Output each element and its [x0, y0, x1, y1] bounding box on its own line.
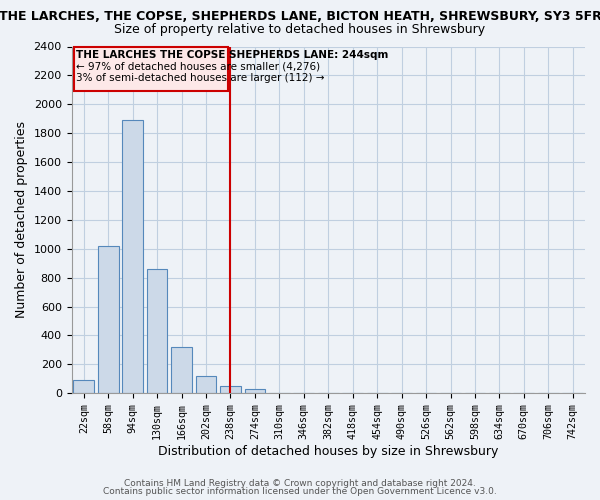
Text: Contains HM Land Registry data © Crown copyright and database right 2024.: Contains HM Land Registry data © Crown c…	[124, 478, 476, 488]
Text: Contains public sector information licensed under the Open Government Licence v3: Contains public sector information licen…	[103, 487, 497, 496]
Bar	[171, 347, 192, 393]
Bar	[147, 269, 167, 393]
Y-axis label: Number of detached properties: Number of detached properties	[15, 122, 28, 318]
Bar	[220, 386, 241, 393]
Bar	[73, 380, 94, 393]
X-axis label: Distribution of detached houses by size in Shrewsbury: Distribution of detached houses by size …	[158, 444, 499, 458]
Bar	[196, 376, 217, 393]
Text: THE LARCHES, THE COPSE, SHEPHERDS LANE, BICTON HEATH, SHREWSBURY, SY3 5FR: THE LARCHES, THE COPSE, SHEPHERDS LANE, …	[0, 10, 600, 23]
FancyBboxPatch shape	[74, 46, 228, 92]
Bar	[98, 246, 119, 393]
Bar	[245, 389, 265, 393]
Text: THE LARCHES THE COPSE SHEPHERDS LANE: 244sqm: THE LARCHES THE COPSE SHEPHERDS LANE: 24…	[76, 50, 389, 60]
Text: 3% of semi-detached houses are larger (112) →: 3% of semi-detached houses are larger (1…	[76, 73, 325, 83]
Text: Size of property relative to detached houses in Shrewsbury: Size of property relative to detached ho…	[115, 22, 485, 36]
Text: ← 97% of detached houses are smaller (4,276): ← 97% of detached houses are smaller (4,…	[76, 62, 320, 72]
Bar	[122, 120, 143, 393]
